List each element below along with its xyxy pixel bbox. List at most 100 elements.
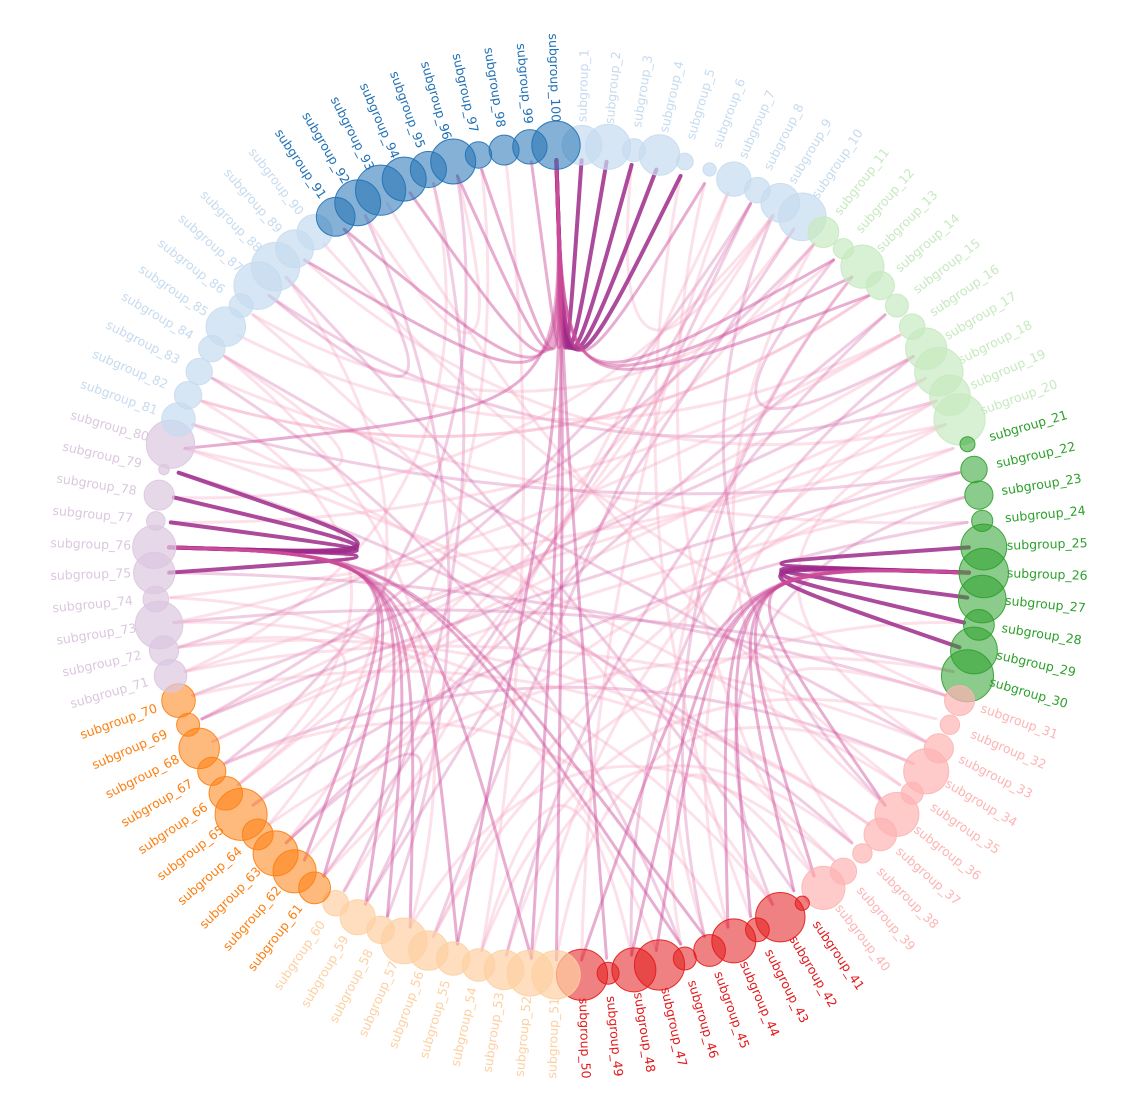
bundled-edge-subgroup_76-subgroup_57 bbox=[167, 545, 415, 929]
node-subgroup_83[interactable] bbox=[185, 357, 213, 386]
label-subgroup_47: subgroup_47 bbox=[658, 986, 690, 1068]
node-subgroup_85[interactable] bbox=[205, 306, 247, 348]
edge-subgroup_84-subgroup_80 bbox=[183, 354, 344, 472]
node-subgroup_31[interactable] bbox=[944, 685, 975, 717]
node-subgroup_60[interactable] bbox=[322, 889, 350, 917]
node-subgroup_14[interactable] bbox=[865, 271, 895, 301]
node-subgroup_4[interactable] bbox=[638, 134, 681, 176]
bundled-edge-subgroup_100-subgroup_80 bbox=[183, 158, 560, 450]
edge-subgroup_73-subgroup_30 bbox=[172, 608, 955, 674]
bundled-edge-subgroup_76-subgroup_46 bbox=[167, 545, 683, 946]
bundled-edge-subgroup_26-subgroup_48 bbox=[630, 569, 971, 957]
node-subgroup_38[interactable] bbox=[852, 843, 873, 864]
edge-subgroup_48-subgroup_17 bbox=[629, 354, 915, 957]
node-subgroup_40[interactable] bbox=[801, 865, 846, 911]
edge-subgroup_70-subgroup_37 bbox=[191, 669, 871, 826]
edge-subgroup_97-subgroup_63 bbox=[284, 168, 490, 845]
edge-subgroup_71-subgroup_33 bbox=[183, 644, 927, 744]
label-subgroup_46: subgroup_46 bbox=[685, 978, 722, 1060]
label-subgroup_26: subgroup_26 bbox=[1007, 565, 1088, 583]
edge-subgroup_98-subgroup_54 bbox=[480, 163, 526, 952]
node-subgroup_59[interactable] bbox=[339, 899, 376, 936]
edge-subgroup_72-subgroup_66 bbox=[177, 635, 347, 787]
bundled-edge-subgroup_76-subgroup_45 bbox=[167, 545, 706, 938]
bundled-edge-subgroup_26-subgroup_47 bbox=[654, 569, 971, 952]
edge-subgroup_46-subgroup_13 bbox=[665, 275, 854, 946]
node-subgroup_100[interactable] bbox=[531, 120, 581, 170]
edge-subgroup_45-subgroup_40 bbox=[675, 773, 816, 938]
node-subgroup_32[interactable] bbox=[939, 714, 961, 735]
bundled-edge-subgroup_26-subgroup_50 bbox=[580, 569, 971, 962]
edge-subgroup_63-subgroup_59 bbox=[284, 752, 423, 906]
label-subgroup_55: subgroup_55 bbox=[416, 978, 453, 1060]
bundled-edge-subgroup_76-subgroup_59 bbox=[167, 545, 396, 906]
edge-subgroup_83-subgroup_24 bbox=[211, 376, 969, 525]
edge-subgroup_42-subgroup_23 bbox=[734, 495, 966, 906]
edge-subgroup_64-subgroup_30 bbox=[267, 655, 955, 826]
edge-subgroup_81-subgroup_22 bbox=[191, 423, 961, 496]
edge-subgroup_54-subgroup_32 bbox=[480, 697, 938, 952]
node-subgroup_23[interactable] bbox=[964, 480, 994, 510]
label-subgroup_3: subgroup_3 bbox=[629, 54, 655, 128]
node-subgroup_45[interactable] bbox=[693, 934, 726, 967]
edge-subgroup_54-subgroup_48 bbox=[480, 803, 634, 957]
edge-subgroup_65-subgroup_24 bbox=[251, 520, 969, 807]
node-subgroup_37[interactable] bbox=[863, 817, 898, 852]
edge-subgroup_3-subgroup_9 bbox=[625, 163, 775, 332]
node-subgroup_15[interactable] bbox=[884, 293, 909, 318]
edge-subgroup_5-subgroup_43 bbox=[653, 174, 753, 918]
bundled-edge-subgroup_100-subgroup_55 bbox=[455, 158, 561, 946]
bundled-edge-subgroup_76-subgroup_58 bbox=[167, 545, 404, 918]
edge-subgroup_70-subgroup_18 bbox=[191, 376, 927, 697]
label-subgroup_22: subgroup_22 bbox=[995, 439, 1077, 471]
bundled-edge-subgroup_100-subgroup_94 bbox=[408, 158, 561, 354]
node-subgroup_20[interactable] bbox=[933, 393, 986, 446]
edge-subgroup_77-subgroup_16 bbox=[169, 333, 902, 524]
bundled-edge-subgroup_26-subgroup_29 bbox=[778, 567, 971, 650]
label-subgroup_76: subgroup_76 bbox=[50, 535, 131, 553]
edge-subgroup_36-subgroup_9 bbox=[721, 214, 887, 807]
edge-subgroup_78-subgroup_9 bbox=[172, 214, 775, 500]
node-subgroup_6[interactable] bbox=[702, 162, 717, 177]
edge-subgroup_87-subgroup_91 bbox=[267, 227, 410, 378]
edge-subgroup_57-subgroup_39 bbox=[408, 764, 835, 929]
label-subgroup_2: subgroup_2 bbox=[602, 51, 624, 125]
node-subgroup_78[interactable] bbox=[143, 479, 175, 511]
edge-subgroup_74-subgroup_47 bbox=[169, 596, 658, 952]
edge-subgroup_53-subgroup_15 bbox=[504, 313, 887, 957]
bundled-edge-subgroup_100-subgroup_99 bbox=[529, 158, 563, 349]
edge-subgroup_50-subgroup_7 bbox=[580, 191, 730, 962]
label-subgroup_25: subgroup_25 bbox=[1007, 535, 1088, 553]
node-subgroup_97[interactable] bbox=[464, 141, 493, 169]
edge-subgroup_90-subgroup_31 bbox=[322, 242, 947, 697]
node-subgroup_5[interactable] bbox=[675, 152, 694, 171]
edge-subgroup_8-subgroup_61 bbox=[322, 202, 753, 878]
bundled-edge-subgroup_100-subgroup_12 bbox=[554, 158, 835, 364]
label-subgroup_79: subgroup_79 bbox=[61, 439, 143, 471]
edge-subgroup_68-subgroup_23 bbox=[211, 495, 966, 744]
node-subgroup_82[interactable] bbox=[173, 381, 203, 410]
label-subgroup_29: subgroup_29 bbox=[995, 647, 1077, 679]
label-subgroup_72: subgroup_72 bbox=[61, 647, 143, 679]
edge-subgroup_74-subgroup_21 bbox=[169, 446, 955, 600]
node-subgroup_11[interactable] bbox=[807, 216, 840, 249]
edge-subgroup_51-subgroup_34 bbox=[554, 725, 915, 962]
edge-subgroup_22-subgroup_69 bbox=[200, 471, 961, 721]
edge-subgroup_86-subgroup_12 bbox=[251, 258, 835, 393]
label-subgroup_49: subgroup_49 bbox=[604, 995, 627, 1077]
node-subgroup_77[interactable] bbox=[146, 511, 166, 531]
edge-subgroup_83-subgroup_46 bbox=[211, 376, 683, 946]
node-subgroup_22[interactable] bbox=[960, 455, 988, 484]
labels-layer: subgroup_1 subgroup_2 subgroup_3 subgroup_4… bbox=[50, 33, 1088, 1079]
bundled-edge-subgroup_100-subgroup_6 bbox=[554, 158, 706, 353]
label-subgroup_5: subgroup_5 bbox=[683, 67, 718, 141]
node-subgroup_76[interactable] bbox=[132, 524, 177, 570]
node-subgroup_21[interactable] bbox=[959, 436, 976, 453]
node-subgroup_66[interactable] bbox=[208, 776, 244, 811]
label-subgroup_52: subgroup_52 bbox=[512, 995, 535, 1077]
label-subgroup_51: subgroup_51 bbox=[544, 998, 562, 1079]
bundled-edge-subgroup_76-subgroup_52 bbox=[167, 545, 533, 960]
edge-subgroup_69-subgroup_8 bbox=[200, 202, 753, 721]
